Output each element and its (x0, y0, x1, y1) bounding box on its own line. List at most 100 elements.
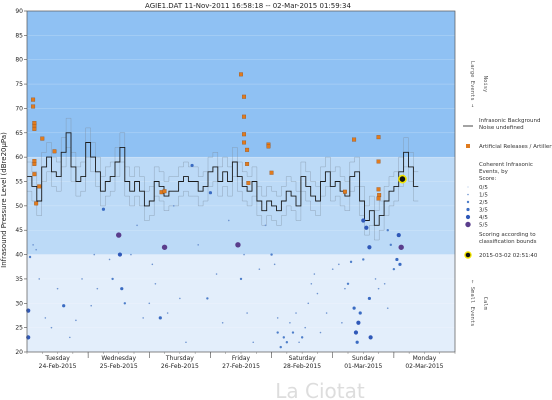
artillery-point (239, 72, 243, 77)
legend-score-label: 4/5 (479, 215, 488, 221)
event-point (75, 319, 77, 322)
event-point (355, 340, 359, 344)
event-point (389, 243, 392, 247)
artillery-point (269, 170, 274, 175)
event-point (304, 326, 307, 329)
event-point (279, 345, 282, 349)
event-point (358, 311, 362, 315)
legend-noise-label: Infrasonic Background (479, 118, 541, 124)
event-point (44, 317, 47, 319)
event-point (270, 253, 273, 256)
band-side-desc: Calm (482, 297, 488, 311)
y-axis-label: Infrasound Pressure Level (dBre20µPa) (0, 132, 8, 268)
day-name-label: Monday (413, 355, 437, 362)
legend-score-label: 3/5 (479, 208, 488, 214)
event-point (172, 205, 175, 207)
band-side-desc: Noisy (482, 76, 488, 93)
event-point (35, 248, 37, 251)
event-point (364, 225, 369, 230)
legend-events-title-2: Events, by (479, 169, 509, 175)
event-point (344, 287, 346, 290)
event-point (215, 273, 218, 275)
artillery-point (242, 94, 247, 99)
y-tick-label: 65 (15, 130, 23, 137)
event-point (273, 263, 276, 266)
event-point (392, 267, 396, 271)
event-point (291, 331, 295, 334)
event-point (117, 252, 123, 257)
noise-lower-envelope (27, 147, 419, 241)
artillery-point (245, 162, 250, 166)
day-date-label: 28-Feb-2015 (283, 363, 321, 370)
noise-series-line (27, 132, 419, 226)
event-point (116, 232, 122, 238)
y-tick-label: 40 (15, 252, 23, 259)
legend-score-swatch (466, 207, 470, 212)
artillery-point (242, 114, 247, 119)
legend-events-title-3: Score: (479, 176, 496, 182)
artillery-point (31, 97, 36, 102)
event-point (185, 341, 187, 344)
event-point (166, 312, 169, 314)
artillery-point (40, 136, 45, 141)
event-point (282, 336, 285, 339)
artillery-point (242, 132, 247, 137)
artillery-point (32, 126, 37, 131)
noise-layer (27, 117, 419, 241)
event-point (361, 218, 366, 223)
event-point (346, 282, 350, 285)
y-tick-label: 20 (15, 349, 23, 356)
event-point (148, 302, 151, 305)
artillery-point (376, 196, 381, 201)
event-point (395, 257, 399, 262)
event-point (190, 163, 194, 168)
y-tick-label: 90 (15, 8, 23, 15)
y-tick-label: 60 (15, 154, 23, 161)
artillery-point (32, 172, 37, 177)
artillery-point (376, 187, 381, 192)
event-point (227, 219, 230, 222)
event-point (316, 292, 319, 295)
event-point (108, 258, 111, 261)
level-band-2 (27, 254, 455, 352)
noise-upper-envelope (27, 117, 419, 211)
event-point (56, 287, 59, 290)
legend-artillery-swatch (466, 144, 470, 148)
y-tick-label: 85 (15, 32, 23, 39)
artillery-point (242, 140, 247, 145)
artillery-point (376, 159, 381, 164)
side-labels: Large Events → Noisy ← Small Events Calm (469, 61, 488, 327)
event-point (93, 253, 96, 256)
event-point (246, 312, 248, 314)
event-point (221, 321, 224, 324)
watermark: La Ciotat (275, 379, 365, 400)
event-point (362, 258, 365, 261)
event-point (136, 224, 138, 227)
y-tick-label: 50 (15, 203, 23, 210)
event-point (276, 331, 279, 334)
event-point (96, 287, 99, 290)
day-name-label: Thursday (165, 355, 194, 362)
event-point (69, 336, 71, 339)
event-point (161, 244, 168, 250)
artillery-point (376, 135, 381, 140)
artillery-point (162, 189, 167, 194)
legend-score-swatch (467, 193, 469, 196)
band-side-label: Large Events → (469, 61, 475, 108)
y-tick-label: 25 (15, 325, 23, 332)
event-point (319, 331, 322, 334)
legend-score-swatch (467, 186, 469, 188)
event-point (50, 326, 53, 329)
event-point (81, 278, 83, 280)
artillery-point (32, 121, 37, 125)
day-date-label: 26-Feb-2015 (161, 363, 199, 370)
event-point (197, 244, 199, 246)
event-point (300, 336, 304, 339)
legend-noise-label-2: Noise undefined (479, 125, 524, 131)
event-point (377, 287, 380, 290)
day-name-label: Wednesday (101, 355, 136, 362)
event-point (130, 253, 132, 256)
event-point (120, 287, 124, 291)
event-point (90, 304, 92, 307)
